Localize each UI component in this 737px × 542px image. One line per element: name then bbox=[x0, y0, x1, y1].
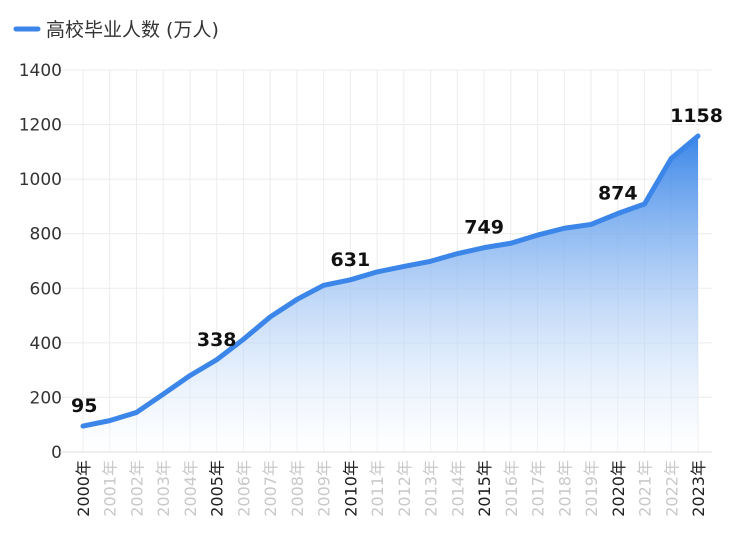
x-tick-label: 2010年 bbox=[341, 460, 360, 517]
x-tick-label: 2020年 bbox=[609, 460, 628, 517]
x-tick-label: 2017年 bbox=[529, 460, 548, 517]
data-label: 95 bbox=[71, 395, 97, 417]
x-tick-label: 2023年 bbox=[689, 460, 708, 517]
x-tick-label: 2019年 bbox=[582, 460, 601, 517]
x-axis: 2000年 2001年 2002年 2003年 2004年 2005年 2006年 2007年… bbox=[60, 452, 712, 517]
x-tick-label: 2005年 bbox=[208, 460, 227, 517]
x-tick-label: 2013年 bbox=[422, 460, 441, 517]
x-tick-label: 2002年 bbox=[127, 460, 146, 517]
x-tick-label: 2011年 bbox=[368, 460, 387, 517]
data-label: 631 bbox=[331, 249, 371, 271]
x-tick-label: 2018年 bbox=[555, 460, 574, 517]
x-tick-label: 2008年 bbox=[288, 460, 307, 517]
y-tick-label: 1000 bbox=[19, 170, 62, 190]
x-tick-label: 2006年 bbox=[234, 460, 253, 517]
x-tick-label: 2022年 bbox=[662, 460, 681, 517]
x-tick-label: 2007年 bbox=[261, 460, 280, 517]
y-tick-label: 1200 bbox=[19, 116, 62, 136]
legend: 高校毕业人数 (万人) bbox=[16, 19, 219, 41]
y-axis: 0 200 400 600 800 1000 1200 1400 bbox=[19, 61, 62, 463]
x-tick-label: 2000年 bbox=[74, 460, 93, 517]
x-tick-label: 2021年 bbox=[636, 460, 655, 517]
x-tick-label: 2004年 bbox=[181, 460, 200, 517]
legend-label: 高校毕业人数 (万人) bbox=[46, 19, 219, 41]
x-tick-label: 2001年 bbox=[101, 460, 120, 517]
y-tick-label: 200 bbox=[30, 388, 62, 408]
y-tick-label: 400 bbox=[30, 334, 62, 354]
x-tick-label: 2014年 bbox=[448, 460, 467, 517]
x-tick-label: 2012年 bbox=[395, 460, 414, 517]
x-tick-label: 2016年 bbox=[502, 460, 521, 517]
y-tick-label: 600 bbox=[30, 279, 62, 299]
data-label: 338 bbox=[197, 329, 237, 351]
data-label: 874 bbox=[598, 183, 638, 205]
x-tick-label: 2009年 bbox=[315, 460, 334, 517]
x-tick-label: 2003年 bbox=[154, 460, 173, 517]
y-tick-label: 800 bbox=[30, 225, 62, 245]
data-label: 749 bbox=[464, 217, 504, 239]
data-label: 1158 bbox=[670, 105, 723, 127]
y-tick-label: 1400 bbox=[19, 61, 62, 81]
x-tick-label: 2015年 bbox=[475, 460, 494, 517]
y-tick-label: 0 bbox=[51, 443, 62, 463]
